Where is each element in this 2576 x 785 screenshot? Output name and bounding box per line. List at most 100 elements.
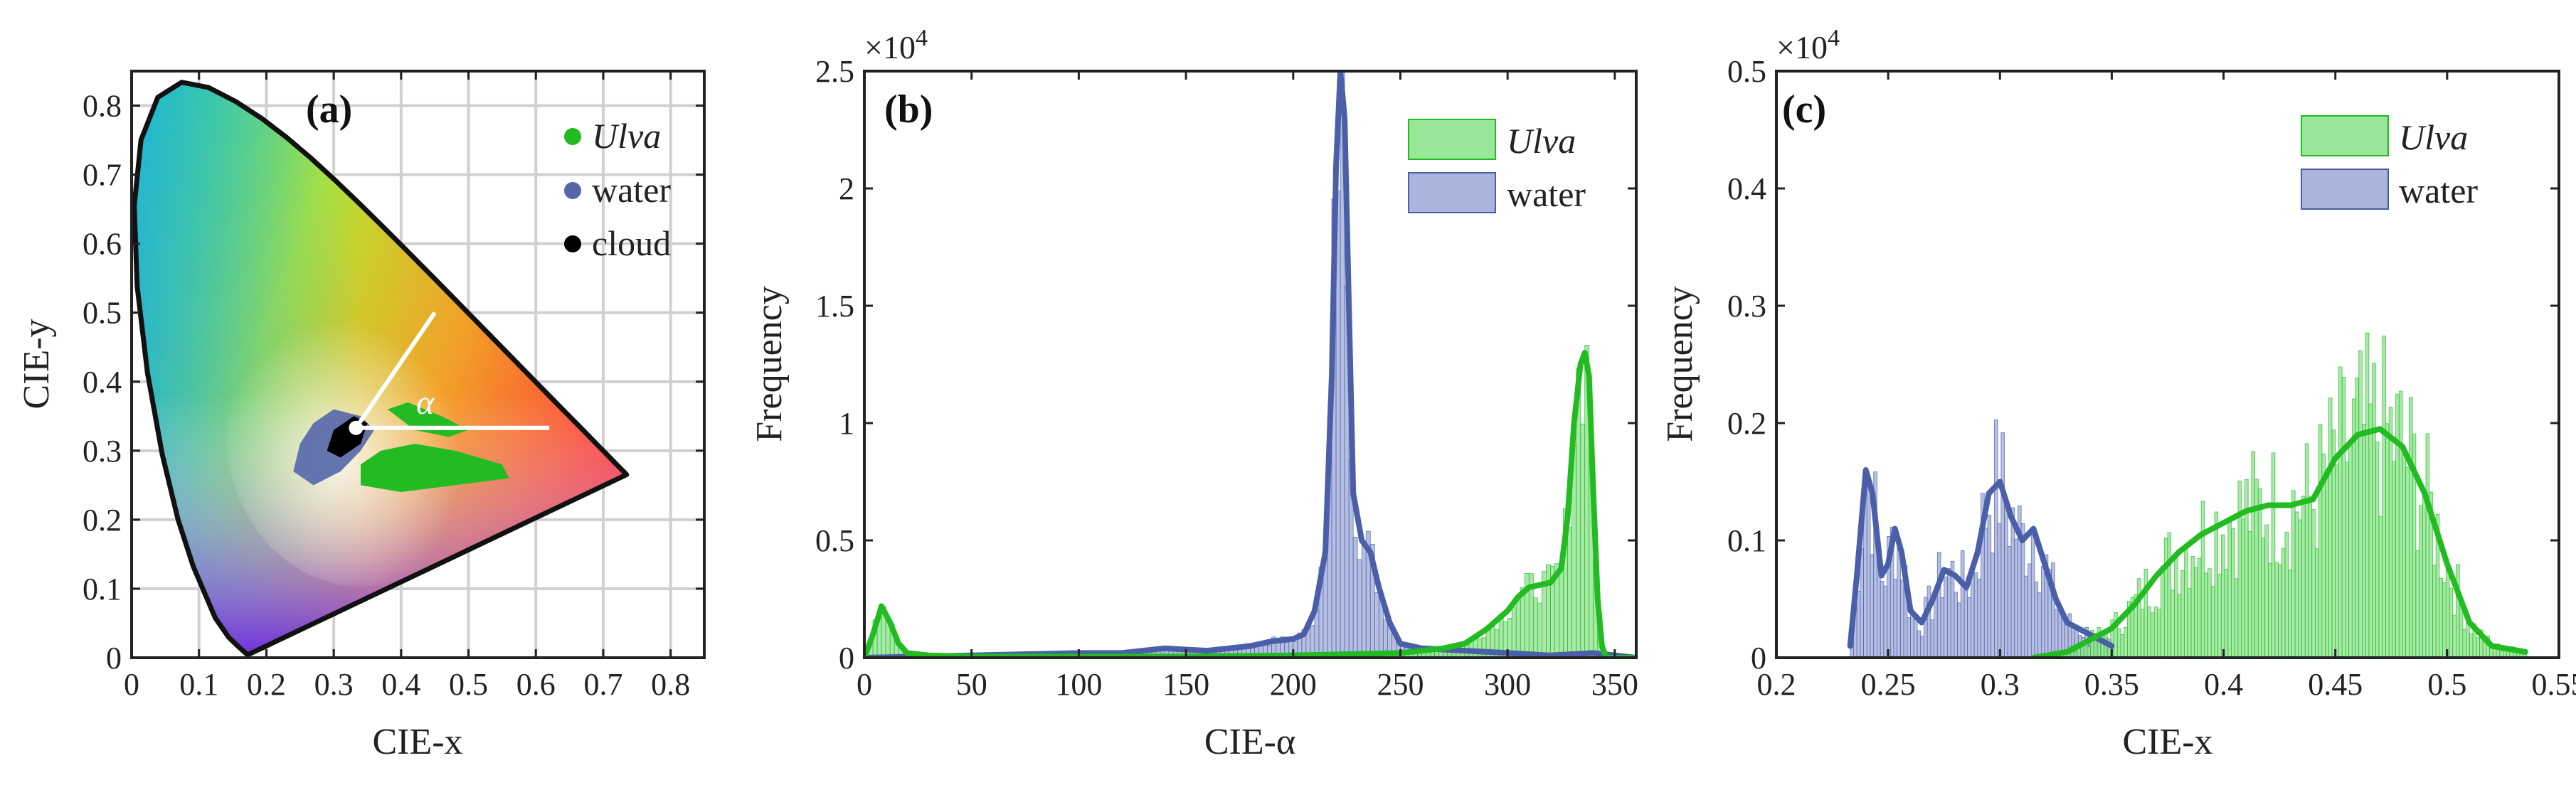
ulva-bar [1477, 638, 1483, 658]
c-ytick-label: 0.1 [1727, 523, 1766, 558]
ulva-bar [2362, 424, 2366, 658]
water-bar [2020, 523, 2025, 658]
ulva-bar [2143, 569, 2148, 658]
panel-a-legend: Ulva water cloud [564, 116, 671, 263]
ulva-bar [2140, 609, 2145, 658]
ulva-bar [2116, 628, 2121, 658]
water-bar [2034, 581, 2039, 658]
a-xtick-label: 0 [124, 667, 139, 702]
water-bar [2054, 609, 2059, 658]
b-ytick-label: 2 [839, 171, 854, 206]
water-bar [1352, 536, 1358, 658]
ulva-bar [1567, 526, 1572, 658]
b-xtick-label: 150 [1162, 667, 1209, 702]
panel-c-frame [1775, 70, 2560, 659]
ulva-bar [2231, 528, 2235, 658]
a-xtick-label: 0.4 [381, 667, 420, 702]
water-smooth-curve [1847, 467, 2115, 649]
b-xtick-label: 100 [1055, 667, 1102, 702]
a-xtick-label: 0.2 [247, 667, 286, 702]
c-xtick-label: 0.2 [1757, 667, 1796, 702]
ulva-bar [2170, 589, 2175, 658]
panel-c-curves [1847, 426, 2528, 658]
ulva-bar [2365, 332, 2370, 658]
ulva-bar [2348, 442, 2353, 658]
ulva-bar [2439, 577, 2443, 658]
panel-c-exponent-power: 4 [1828, 25, 1840, 51]
legend-c-water-label: water [2399, 171, 2478, 210]
water-bar [1907, 617, 1911, 658]
c-ytick-label: 0.3 [1727, 289, 1766, 324]
water-bar [1930, 619, 1934, 658]
panel-b: 0 50 100 150 200 250 300 350 0 0.5 1 1.5 2 2.5 ×104 (… [749, 25, 1638, 762]
ulva-bar [2466, 621, 2470, 658]
ulva-bar [2368, 403, 2373, 658]
ulva-bar [2442, 582, 2447, 658]
ulva-cluster-lower [361, 444, 509, 493]
c-ytick-label: 0.4 [1727, 171, 1766, 206]
ulva-bar [2120, 634, 2125, 658]
c-xtick-label: 0.5 [2427, 667, 2466, 702]
ulva-bar [2214, 511, 2219, 658]
water-bar [1936, 552, 1941, 658]
ulva-bar [2161, 565, 2165, 658]
ulva-bar [2194, 567, 2198, 658]
water-bar [2037, 592, 2042, 658]
c-xtick-label: 0.4 [2204, 667, 2243, 702]
legend-b-ulva-label: Ulva [1507, 121, 1576, 161]
water-bar [1920, 636, 1924, 658]
c-ytick-label: 0 [1751, 641, 1766, 675]
b-xtick-label: 350 [1591, 667, 1638, 702]
ulva-bar [2328, 397, 2333, 658]
ulva-bar [2284, 531, 2289, 658]
ulva-bar [2456, 564, 2460, 658]
water-bar [2028, 563, 2032, 658]
panel-a-label: (a) [306, 87, 352, 132]
panel-b-xlabel: CIE-α [1204, 722, 1295, 762]
ulva-bar [1481, 637, 1487, 658]
a-ytick-label: 0.5 [83, 296, 122, 331]
b-xtick-label: 50 [956, 667, 987, 702]
ulva-bar [2345, 461, 2349, 658]
water-bar [1940, 597, 1945, 658]
ulva-bar [2419, 505, 2423, 658]
ulva-bar [2177, 594, 2182, 658]
ulva-bar [2244, 479, 2249, 658]
panel-a: 0 0.1 0.2 0.3 0.4 0.5 0.6 0.7 0.8 0 0.1 0.2 0.3 0.4 0.… [16, 70, 706, 762]
water-bar [1917, 630, 1922, 658]
ulva-bar [2338, 366, 2343, 658]
ulva-bar [2315, 548, 2319, 658]
a-ytick-label: 0.6 [83, 227, 122, 262]
a-ytick-label: 0.7 [83, 158, 122, 193]
ulva-bar [2147, 606, 2151, 658]
water-bar [1374, 592, 1379, 658]
panel-b-exponent-power: 4 [916, 25, 928, 51]
ulva-bar [2190, 555, 2195, 658]
water-bar [1967, 597, 1971, 658]
water-bar [1960, 550, 1965, 658]
ulva-bar [2241, 518, 2245, 658]
c-xtick-label: 0.25 [1861, 667, 1916, 702]
water-bar [1856, 590, 1861, 658]
ulva-bar [2422, 496, 2427, 658]
ulva-bar [2163, 538, 2168, 658]
water-bar [1913, 616, 1918, 658]
ulva-bar [2271, 452, 2276, 658]
ulva-bar [2462, 629, 2466, 658]
c-xtick-label: 0.3 [1981, 667, 2020, 702]
ulva-smooth-curve [864, 350, 1636, 658]
c-xtick-label: 0.35 [2084, 667, 2139, 702]
ulva-bar [2335, 464, 2339, 658]
water-bar [1893, 578, 1898, 658]
a-ytick-label: 0.3 [83, 434, 122, 469]
ulva-bar [2268, 562, 2272, 658]
ulva-bar [2301, 496, 2306, 658]
ulva-bar [2355, 378, 2360, 658]
ulva-bar [2204, 572, 2208, 658]
legend-ulva-marker [564, 128, 581, 145]
ulva-bar [1532, 597, 1538, 658]
ulva-bar [2469, 633, 2474, 658]
ulva-bar [2207, 568, 2212, 658]
water-bar [1997, 523, 2002, 658]
ulva-bar [1515, 598, 1521, 658]
